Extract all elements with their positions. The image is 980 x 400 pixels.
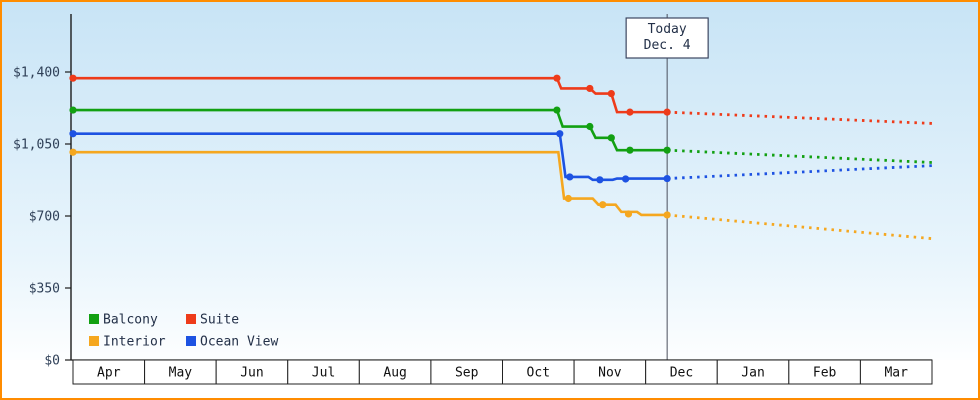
month-label: Feb xyxy=(813,366,837,381)
month-label: May xyxy=(169,366,193,381)
month-cell-nov xyxy=(573,359,647,385)
data-point-interior xyxy=(663,211,671,219)
legend-label-ocean-view: Ocean View xyxy=(200,335,278,350)
data-point-interior xyxy=(624,210,633,218)
data-point-suite xyxy=(663,108,671,116)
month-cell-feb xyxy=(788,359,861,385)
today-label: Today xyxy=(648,22,687,37)
y-axis-label: $700 xyxy=(29,210,60,225)
data-point-ocean-view xyxy=(69,130,77,138)
y-axis-label: $1,400 xyxy=(13,66,60,81)
month-label: Nov xyxy=(598,366,622,381)
line-interior xyxy=(73,150,668,217)
line-balcony xyxy=(73,108,668,152)
month-cell-mar xyxy=(859,359,933,385)
y-axis-label: $0 xyxy=(44,354,60,369)
data-point-balcony xyxy=(69,106,77,114)
month-cell-may xyxy=(144,359,217,385)
legend-label-suite: Suite xyxy=(200,313,239,328)
data-point-balcony xyxy=(626,146,634,154)
data-point-suite xyxy=(626,108,634,116)
data-point-balcony xyxy=(586,122,594,131)
forecast-line-balcony xyxy=(667,148,933,164)
data-point-interior xyxy=(69,148,77,156)
legend-label-balcony: Balcony xyxy=(103,313,158,328)
line-suite xyxy=(73,76,668,114)
data-point-interior xyxy=(564,194,572,203)
month-label: Dec xyxy=(670,366,693,381)
data-point-suite xyxy=(586,84,594,93)
data-point-suite xyxy=(553,74,561,82)
month-cell-oct xyxy=(502,359,575,385)
line-ocean-view xyxy=(73,132,668,182)
month-label: Aug xyxy=(383,366,406,381)
data-point-suite xyxy=(607,90,615,98)
data-point-suite xyxy=(69,74,77,82)
legend-swatch-interior xyxy=(89,336,99,346)
forecast-line-ocean-view xyxy=(667,164,933,180)
data-point-balcony xyxy=(553,106,561,114)
legend-label-interior: Interior xyxy=(103,335,166,350)
month-label: Oct xyxy=(527,366,550,381)
data-point-interior xyxy=(599,201,607,209)
data-point-ocean-view xyxy=(663,174,671,183)
month-label: Jun xyxy=(240,366,263,381)
y-axis-label: $350 xyxy=(29,282,60,297)
month-label: Jul xyxy=(312,366,335,381)
month-cell-apr xyxy=(72,359,146,385)
month-label: Sep xyxy=(455,366,479,381)
legend-swatch-ocean-view xyxy=(186,336,196,346)
legend-swatch-suite xyxy=(186,314,196,324)
month-cell-dec xyxy=(645,359,718,385)
forecast-line-suite xyxy=(667,110,933,125)
data-point-ocean-view xyxy=(566,173,574,181)
forecast-line-interior xyxy=(667,213,933,241)
month-cell-sep xyxy=(430,359,503,385)
data-point-balcony xyxy=(607,134,615,142)
month-label: Jan xyxy=(741,366,764,381)
data-point-ocean-view xyxy=(556,130,564,138)
today-date-label: Dec. 4 xyxy=(644,38,691,53)
data-point-ocean-view xyxy=(622,175,630,183)
data-point-ocean-view xyxy=(596,176,604,184)
legend-swatch-balcony xyxy=(89,314,99,324)
month-label: Mar xyxy=(884,366,908,381)
today-box xyxy=(625,17,709,59)
month-label: Apr xyxy=(97,366,121,381)
data-point-balcony xyxy=(663,146,671,154)
y-axis-label: $1,050 xyxy=(13,138,60,153)
